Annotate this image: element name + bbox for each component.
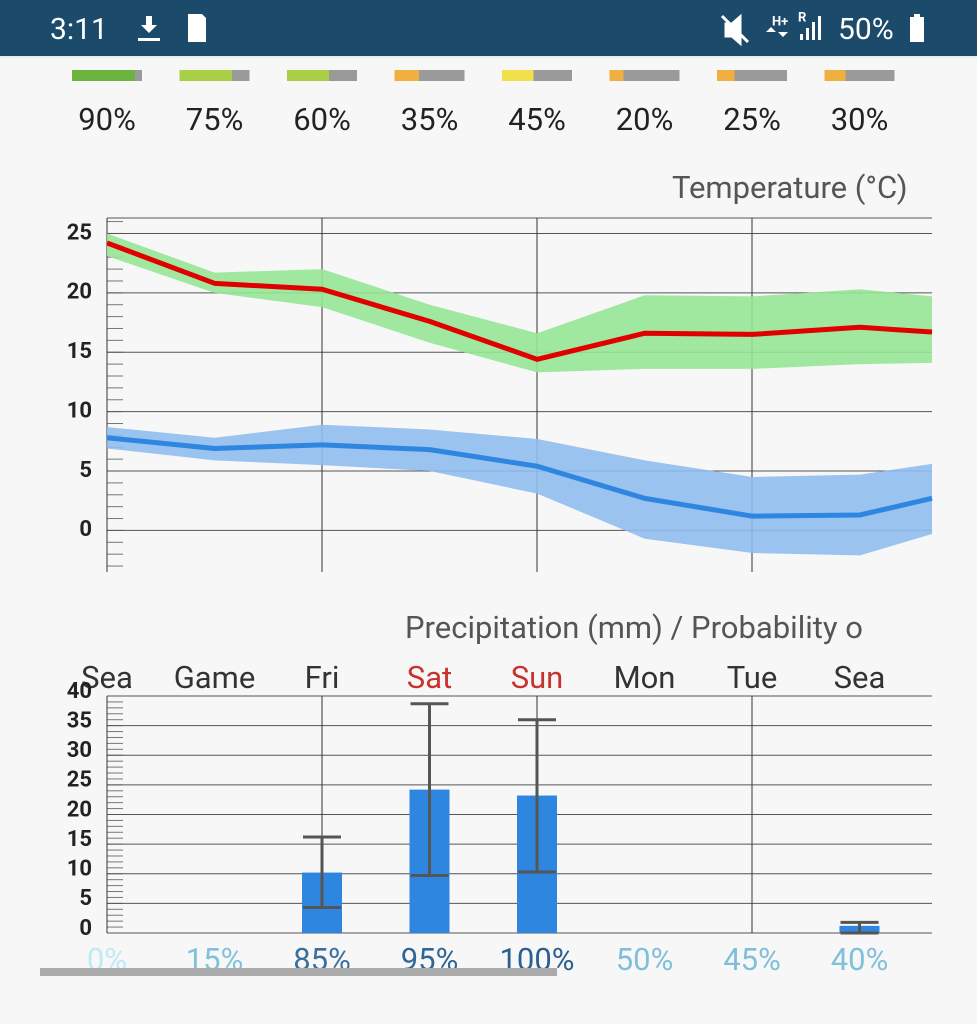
confidence-label: 90% (78, 101, 136, 138)
network-type: H+ (772, 14, 788, 29)
confidence-bar (824, 70, 846, 81)
roaming-indicator: R (798, 10, 807, 25)
status-icons: H+ R 50% (138, 10, 924, 47)
chart-title: Precipitation (mm) / Probability o (405, 609, 863, 646)
y-tick-label: 20 (67, 797, 92, 822)
confidence-bar (394, 70, 419, 81)
confidence-bar (609, 70, 624, 81)
error-bar (410, 702, 449, 878)
day-label: Sea (81, 659, 133, 696)
confidence-track (717, 70, 787, 81)
confidence-track (609, 70, 680, 81)
download-icon (138, 16, 160, 41)
probability-label: 50% (616, 941, 674, 978)
day-label: Sea (834, 659, 886, 696)
temperature-band (107, 424, 932, 556)
confidence-label: 35% (401, 101, 459, 138)
confidence-label: 30% (831, 101, 889, 138)
confidence-track (502, 70, 572, 81)
y-tick-label: 15 (67, 827, 92, 852)
error-bar (840, 920, 879, 935)
temperature-line (106, 240, 933, 362)
y-tick-label: 30 (67, 738, 92, 763)
status-time: 3:11 (50, 12, 108, 47)
battery-percent: 50% (838, 12, 894, 47)
confidence-track (824, 70, 895, 81)
error-bar (518, 718, 556, 874)
chart-title: Temperature (°C) (672, 169, 908, 206)
confidence-bar (287, 70, 329, 81)
day-label: Tue (727, 659, 778, 696)
y-tick-label: 0 (79, 916, 92, 941)
day-label: Sun (511, 659, 564, 696)
confidence-label: 45% (508, 101, 566, 138)
y-tick-label: 25 (67, 768, 92, 793)
confidence-bar (717, 70, 735, 81)
confidence-label: 75% (186, 101, 244, 138)
mute-icon (720, 13, 750, 47)
temperature-band (107, 233, 932, 373)
day-label: Fri (305, 659, 340, 696)
scrollbar (40, 968, 557, 976)
probability-label: 45% (723, 941, 781, 978)
probability-label: 40% (831, 941, 889, 978)
day-label: Game (174, 659, 256, 696)
confidence-bar (502, 70, 534, 81)
error-bar (303, 835, 341, 910)
y-tick-label: 10 (67, 857, 92, 882)
day-label: Mon (614, 659, 676, 696)
temperature-line (106, 435, 933, 519)
y-tick-label: 0 (79, 517, 92, 542)
day-label: Sat (407, 659, 452, 696)
battery-icon (910, 14, 924, 42)
y-tick-label: 20 (67, 280, 92, 305)
y-tick-label: 15 (67, 339, 92, 364)
y-tick-label: 25 (67, 220, 92, 245)
signal-icon (800, 16, 821, 40)
data-arrows (766, 27, 788, 37)
y-tick-label: 5 (79, 458, 92, 483)
sd-card-icon (188, 14, 206, 42)
confidence-label: 60% (293, 101, 351, 138)
confidence-label: 25% (723, 101, 781, 138)
y-tick-label: 10 (67, 398, 92, 423)
confidence-bar (72, 70, 135, 81)
y-tick-label: 5 (79, 886, 92, 911)
confidence-track (394, 70, 465, 81)
y-tick-label: 40 (67, 679, 92, 704)
confidence-label: 20% (616, 101, 674, 138)
y-tick-label: 35 (67, 708, 92, 733)
confidence-bar (179, 70, 232, 81)
